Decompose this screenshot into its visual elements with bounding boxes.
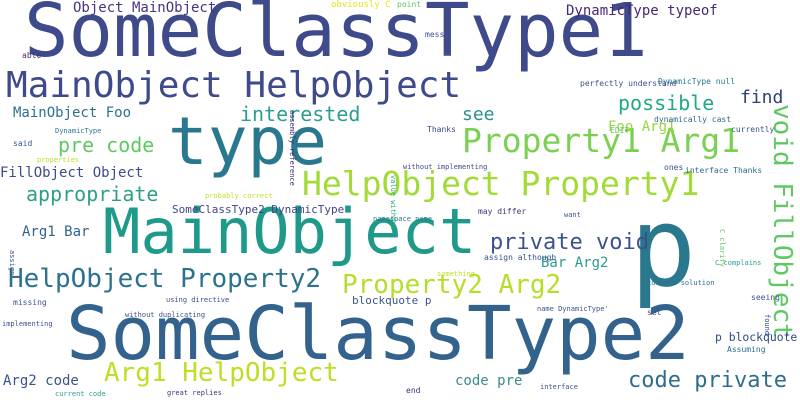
word: set (647, 308, 662, 317)
word: code pre (455, 373, 523, 389)
word: ones (664, 163, 684, 172)
word: MainObject (103, 195, 477, 268)
word: find (740, 87, 784, 108)
word: something (437, 270, 475, 278)
word: probably correct (205, 192, 273, 200)
word: assembly reference (288, 110, 297, 186)
word: interface (540, 383, 578, 391)
word: SomeClassType2 (66, 291, 690, 377)
word: want (564, 211, 581, 219)
word: DynamicType null (658, 77, 736, 86)
word: using directive (166, 296, 230, 304)
word: dynamically cast (654, 115, 732, 124)
word: found (763, 314, 772, 336)
word: p blockquote (715, 330, 798, 344)
word: namespace name (373, 215, 433, 223)
word: FillObject Object (0, 165, 144, 181)
word: implementing (2, 320, 53, 328)
word: end (406, 386, 421, 395)
word: Thanks (427, 125, 456, 134)
word: properties (37, 156, 80, 164)
word: MainObject HelpObject (6, 65, 462, 106)
word: Property2 Arg2 (342, 270, 562, 300)
word: may differ (478, 207, 527, 216)
word: messy (425, 30, 450, 39)
word: SomeClassType1 (24, 0, 648, 74)
word: currently (731, 125, 775, 134)
word: DynamicType (55, 127, 102, 135)
word: C complains (715, 259, 762, 267)
word: assign (8, 250, 17, 276)
word: Bar Arg2 (541, 255, 609, 271)
word: point (397, 0, 422, 9)
word: correct solution (647, 279, 715, 287)
word: seeing (751, 293, 780, 302)
word: obviously C (331, 0, 391, 10)
word: EDIT (610, 126, 630, 135)
word: blockquote p (352, 294, 432, 307)
word: SomeClassType2 DynamicType (172, 203, 345, 216)
word: Foo Arg1 (608, 119, 676, 135)
word: perfectly understand (580, 79, 677, 88)
word: MainObject Foo (13, 105, 132, 121)
word: said (13, 139, 33, 148)
word: p (630, 183, 697, 311)
word: possible (618, 91, 715, 115)
word: HelpObject Property2 (8, 264, 322, 294)
word: pre code (58, 133, 155, 157)
word: name DynamicType' (537, 305, 609, 313)
word: missing (13, 298, 47, 307)
word: type (168, 103, 327, 180)
word: Object MainObject (73, 0, 217, 16)
word: void FillObject (767, 104, 798, 339)
word: able (22, 51, 42, 60)
word: without implementing (403, 163, 488, 171)
word: interested (240, 102, 361, 126)
word: see (462, 104, 495, 125)
word: Arg1 Bar (22, 224, 90, 240)
word: interface Thanks (685, 166, 763, 175)
word: appropriate (26, 182, 159, 206)
word: DynamicType typeof (566, 3, 718, 19)
word: assign although (484, 253, 557, 262)
word: code private (628, 368, 787, 393)
word: private void (490, 230, 649, 255)
word: Property1 Arg1 (462, 121, 741, 160)
word: Assuming (727, 345, 766, 354)
word: Arg1 HelpObject (104, 358, 339, 388)
word: Arg2 code (3, 373, 79, 389)
word: current code (55, 390, 106, 398)
word: great replies (167, 389, 222, 397)
word: HelpObject Property1 (302, 164, 700, 203)
word: without duplicating (125, 311, 206, 319)
